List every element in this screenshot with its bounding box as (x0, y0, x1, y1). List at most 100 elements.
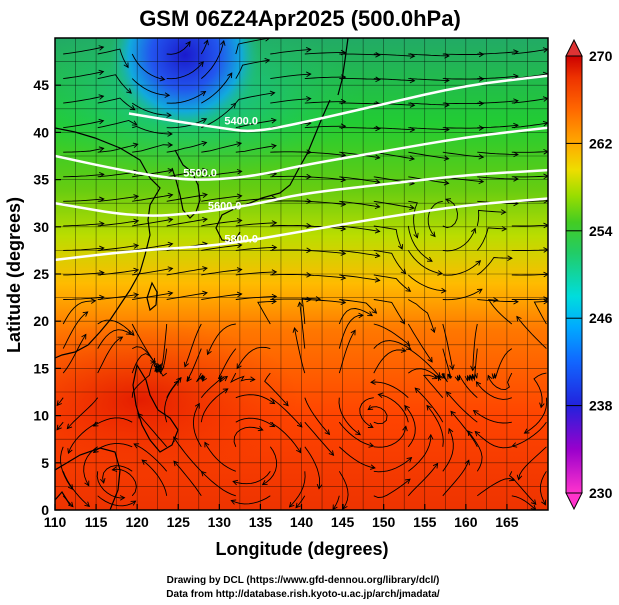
streamline-arrow (501, 225, 508, 232)
streamline-arrow (230, 102, 237, 109)
x-tick-label: 125 (167, 514, 191, 530)
streamline (235, 271, 277, 276)
streamline (270, 73, 311, 80)
streamline (236, 346, 271, 369)
y-tick-label: 40 (33, 124, 49, 140)
streamline-arrow (316, 483, 323, 490)
streamline (338, 471, 349, 510)
streamline (304, 151, 346, 156)
streamline (373, 249, 406, 274)
coast-japan (215, 99, 331, 243)
streamline (235, 119, 276, 129)
streamline (133, 443, 168, 472)
streamline-arrow (471, 227, 477, 234)
streamline-arrow (230, 499, 237, 505)
streamline-arrow (269, 398, 276, 405)
streamline (235, 222, 277, 227)
credit-drawing: Drawing by DCL (https://www.gfd-dennou.o… (167, 575, 440, 586)
streamline (63, 95, 104, 104)
streamline-arrow (449, 364, 455, 371)
streamline (509, 471, 537, 505)
streamline-arrow (167, 290, 174, 297)
streamline-arrow (374, 277, 381, 283)
streamline (442, 323, 454, 370)
streamline-arrow (297, 301, 303, 308)
contour-label: 5800.0 (224, 234, 258, 246)
colorbar-ticks: 230 238 246 254 262 270 (566, 48, 613, 501)
streamline-arrow (90, 298, 97, 304)
streamline-arrow (427, 433, 434, 440)
streamline-arrow (406, 456, 413, 463)
streamline-arrow (167, 142, 174, 148)
streamline (132, 144, 173, 153)
streamline (62, 334, 87, 374)
streamline-arrow (404, 340, 411, 346)
streamline-arrow (176, 377, 182, 383)
streamline (201, 219, 242, 227)
streamline (442, 127, 484, 129)
streamline (427, 200, 443, 237)
streamline-arrow (478, 153, 485, 160)
streamline (442, 198, 458, 229)
streamline (264, 372, 289, 407)
streamline (474, 431, 512, 449)
streamline (533, 300, 548, 325)
streamline-arrow (402, 425, 408, 432)
streamline (97, 97, 136, 111)
coast-sumatra (55, 490, 71, 506)
streamline-arrow (475, 381, 482, 387)
coast-borneo (55, 447, 121, 510)
streamline-arrow (292, 327, 299, 333)
streamline (373, 349, 406, 374)
streamline (201, 471, 236, 497)
streamline (192, 403, 202, 448)
streamline (63, 272, 104, 276)
streamline-arrow (66, 423, 73, 430)
streamline (97, 294, 139, 300)
plot-area: 5400.0 5500.0 5600.0 5800.0 (55, 38, 548, 510)
streamline (332, 495, 340, 510)
warm-core (55, 320, 300, 480)
streamline (339, 299, 377, 314)
colorbar-body (565, 55, 583, 494)
streamline (201, 40, 225, 79)
streamline-arrow (236, 267, 243, 273)
streamline-arrow (159, 75, 166, 82)
streamline (56, 421, 64, 431)
streamline (201, 293, 242, 300)
streamline (338, 314, 364, 349)
streamline (442, 260, 481, 276)
streamline (160, 323, 168, 371)
colorbar-tick-label: 254 (589, 223, 613, 239)
streamline (367, 406, 388, 425)
streamline-arrow (98, 69, 105, 76)
streamline-arrow (257, 425, 264, 432)
streamline (539, 471, 547, 505)
contour-label: 5600.0 (208, 201, 242, 213)
streamline (131, 78, 170, 96)
streamline-arrow (150, 357, 156, 364)
streamline-arrow (119, 495, 126, 501)
streamline (270, 421, 301, 453)
streamline (235, 92, 275, 104)
y-tick-label: 10 (33, 408, 49, 424)
colorbar-min-triangle (565, 492, 583, 511)
streamline-arrow (435, 372, 441, 378)
streamline (166, 41, 191, 55)
streamline (511, 97, 548, 104)
streamline (426, 405, 444, 447)
streamline-arrow (202, 192, 208, 198)
x-axis-ticks: 110 115 120 125 130 135 140 145 150 155 160 165 (44, 504, 519, 530)
streamline-arrow (374, 154, 381, 160)
streamline (230, 372, 255, 384)
streamline-arrow (355, 429, 361, 436)
streamline-arrow (56, 400, 62, 407)
streamline-arrow (98, 118, 105, 125)
streamline-arrow (131, 120, 138, 126)
streamline-arrow (328, 450, 335, 456)
streamline (339, 225, 380, 232)
streamline (408, 127, 450, 131)
streamline-arrow (400, 347, 407, 353)
streamline-arrow (491, 373, 498, 380)
streamline (442, 428, 454, 472)
